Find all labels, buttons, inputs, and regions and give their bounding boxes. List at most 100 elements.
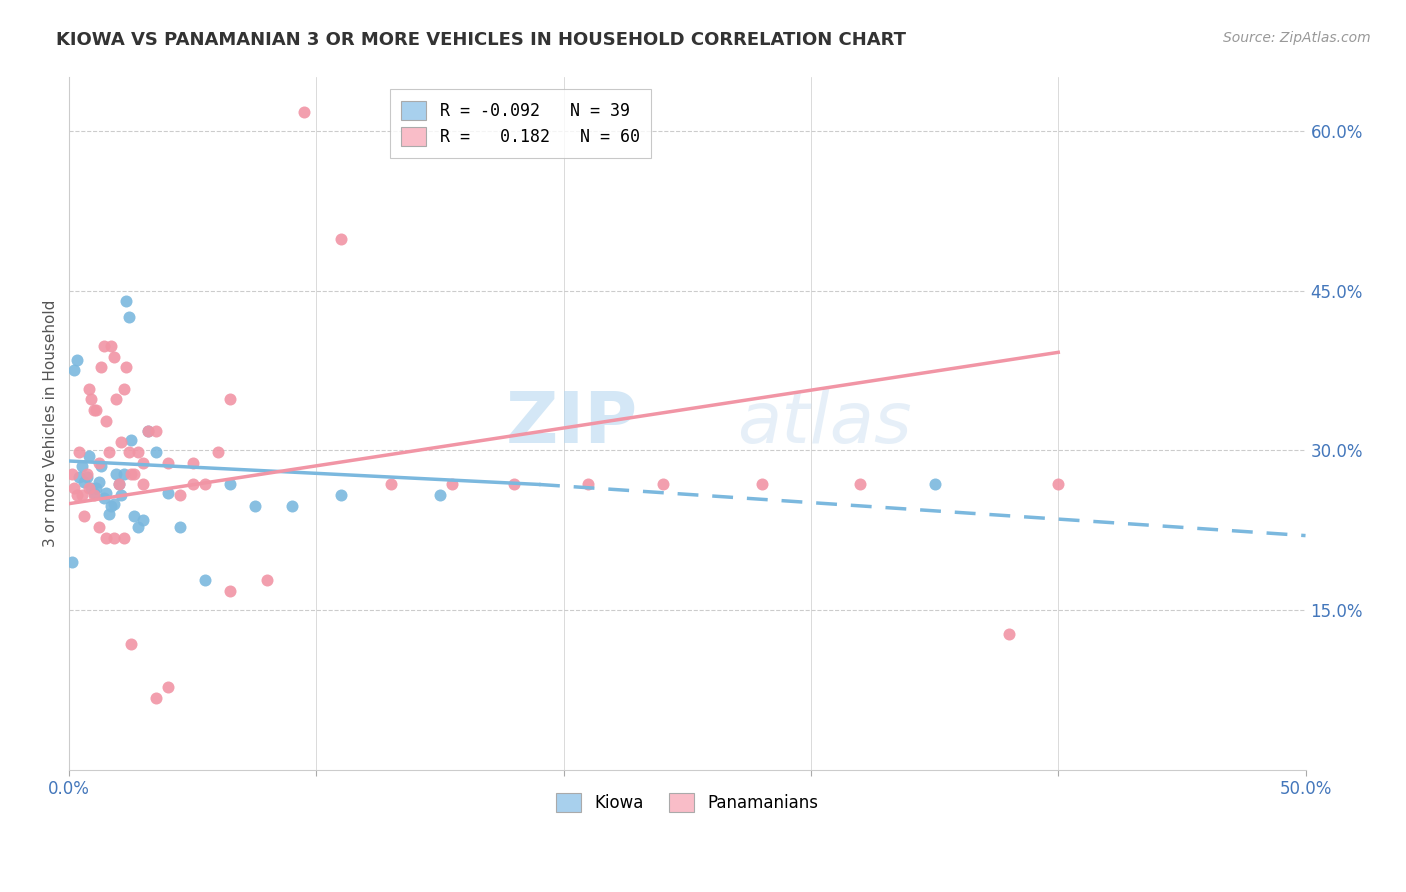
Point xyxy=(122,509,145,524)
Point xyxy=(77,481,100,495)
Point xyxy=(117,445,139,459)
Point xyxy=(503,477,526,491)
Point xyxy=(103,350,125,364)
Point xyxy=(380,477,402,491)
Point xyxy=(83,402,105,417)
Point xyxy=(330,488,353,502)
Point xyxy=(181,477,204,491)
Point xyxy=(77,449,100,463)
Point xyxy=(67,445,90,459)
Point xyxy=(127,520,149,534)
Point xyxy=(103,531,125,545)
Point xyxy=(66,488,89,502)
Point xyxy=(219,392,242,407)
Legend: Kiowa, Panamanians: Kiowa, Panamanians xyxy=(544,781,830,824)
Point xyxy=(924,477,946,491)
Y-axis label: 3 or more Vehicles in Household: 3 or more Vehicles in Household xyxy=(44,300,58,548)
Point xyxy=(76,470,98,484)
Point xyxy=(87,456,110,470)
Point xyxy=(194,477,217,491)
Point xyxy=(93,491,115,506)
Point xyxy=(83,488,105,502)
Point xyxy=(132,477,155,491)
Point xyxy=(132,513,155,527)
Point xyxy=(578,477,600,491)
Point xyxy=(117,310,139,325)
Point xyxy=(157,680,180,694)
Point xyxy=(1047,477,1070,491)
Point xyxy=(100,339,122,353)
Point xyxy=(73,509,96,524)
Point xyxy=(100,499,122,513)
Point xyxy=(107,477,129,491)
Point xyxy=(87,475,110,490)
Point xyxy=(63,363,86,377)
Point xyxy=(97,445,120,459)
Point xyxy=(219,584,242,599)
Point xyxy=(73,475,96,490)
Text: KIOWA VS PANAMANIAN 3 OR MORE VEHICLES IN HOUSEHOLD CORRELATION CHART: KIOWA VS PANAMANIAN 3 OR MORE VEHICLES I… xyxy=(56,31,907,49)
Point xyxy=(112,382,135,396)
Point xyxy=(145,690,167,705)
Point xyxy=(87,520,110,534)
Point xyxy=(157,486,180,500)
Point xyxy=(194,574,217,588)
Point xyxy=(138,424,160,438)
Point xyxy=(110,434,132,449)
Point xyxy=(181,456,204,470)
Text: atlas: atlas xyxy=(737,389,911,458)
Point xyxy=(80,481,103,495)
Point xyxy=(93,339,115,353)
Point xyxy=(83,486,105,500)
Point xyxy=(256,574,278,588)
Point xyxy=(110,488,132,502)
Point xyxy=(67,470,90,484)
Point xyxy=(112,531,135,545)
Point xyxy=(76,467,98,481)
Point xyxy=(122,467,145,481)
Point xyxy=(70,488,93,502)
Point xyxy=(120,433,142,447)
Point xyxy=(105,467,128,481)
Point xyxy=(145,445,167,459)
Point xyxy=(103,497,125,511)
Point xyxy=(120,467,142,481)
Point xyxy=(157,456,180,470)
Point xyxy=(138,424,160,438)
Point xyxy=(169,488,191,502)
Point xyxy=(651,477,673,491)
Point xyxy=(243,499,266,513)
Point xyxy=(96,486,118,500)
Point xyxy=(96,413,118,427)
Point xyxy=(86,481,108,495)
Point xyxy=(105,392,128,407)
Point xyxy=(60,555,83,569)
Point xyxy=(60,467,83,481)
Point xyxy=(429,488,451,502)
Point xyxy=(145,424,167,438)
Point xyxy=(849,477,872,491)
Point xyxy=(132,456,155,470)
Point xyxy=(751,477,773,491)
Point xyxy=(127,445,149,459)
Point xyxy=(281,499,304,513)
Point xyxy=(97,508,120,522)
Point xyxy=(90,459,112,474)
Point xyxy=(169,520,191,534)
Text: ZIP: ZIP xyxy=(506,389,638,458)
Point xyxy=(330,232,353,246)
Point xyxy=(70,459,93,474)
Point xyxy=(90,360,112,375)
Point xyxy=(66,352,89,367)
Point xyxy=(115,360,138,375)
Point xyxy=(219,477,242,491)
Point xyxy=(112,467,135,481)
Text: Source: ZipAtlas.com: Source: ZipAtlas.com xyxy=(1223,31,1371,45)
Point xyxy=(120,637,142,651)
Point xyxy=(80,392,103,407)
Point xyxy=(115,294,138,309)
Point xyxy=(77,382,100,396)
Point xyxy=(63,481,86,495)
Point xyxy=(107,477,129,491)
Point xyxy=(96,531,118,545)
